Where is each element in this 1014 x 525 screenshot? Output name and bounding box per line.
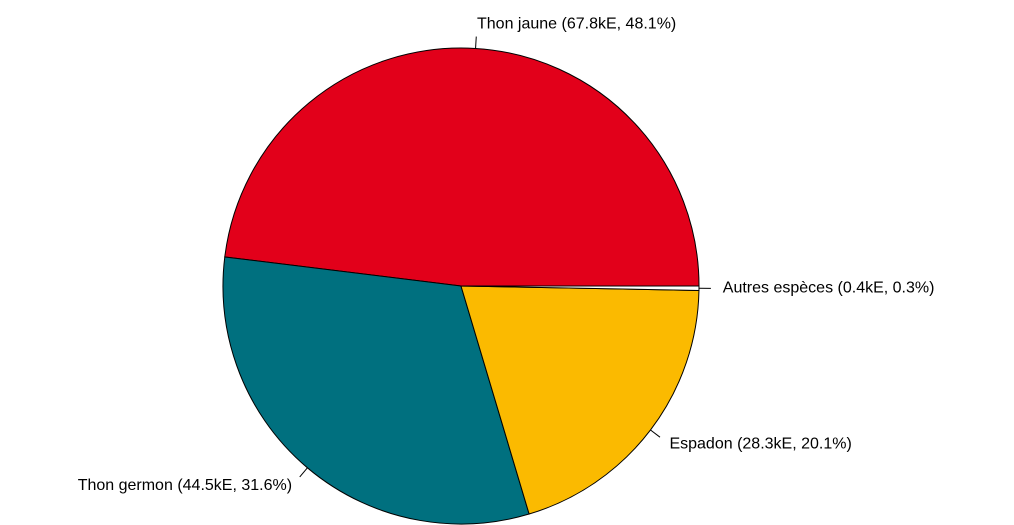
- label-tick: [475, 36, 477, 49]
- slice-label: Thon germon (44.5kE, 31.6%): [78, 477, 292, 494]
- label-tick: [299, 467, 308, 478]
- label-tick: [650, 429, 661, 438]
- slice-value-label: (0.4kE, 0.3%): [838, 280, 935, 297]
- slice-value-label: (67.8kE, 48.1%): [562, 16, 677, 33]
- slice-label: Thon jaune (67.8kE, 48.1%): [477, 16, 676, 33]
- slice-name: Autres espèces: [723, 280, 833, 297]
- slice-name: Thon jaune: [477, 16, 557, 33]
- pie-slice: [224, 47, 700, 287]
- slice-name: Thon germon: [78, 477, 173, 494]
- slice-value-label: (28.3kE, 20.1%): [737, 436, 852, 453]
- slice-value-label: (44.5kE, 31.6%): [177, 477, 292, 494]
- slice-label: Autres espèces (0.4kE, 0.3%): [723, 280, 935, 297]
- slice-name: Espadon: [669, 436, 732, 453]
- slice-label: Espadon (28.3kE, 20.1%): [669, 436, 851, 453]
- pie-slice: [222, 256, 530, 525]
